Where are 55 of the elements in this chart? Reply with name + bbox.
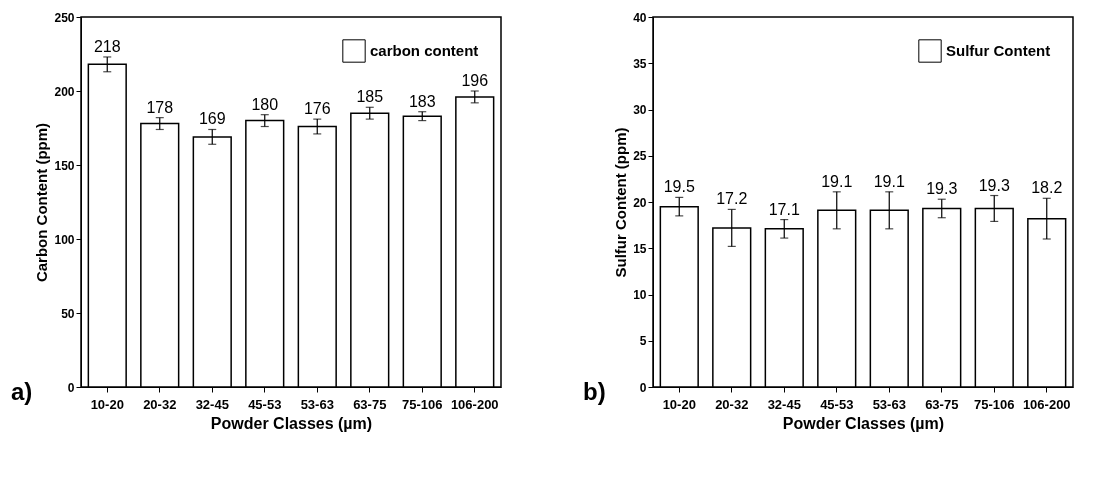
x-tick-label: 32-45: [767, 396, 801, 412]
x-tick-label: 63-75: [925, 396, 959, 412]
y-tick-label: 25: [633, 149, 647, 164]
y-tick-label: 200: [54, 84, 75, 99]
x-tick-label: 20-32: [143, 396, 177, 412]
x-tick-label: 45-53: [820, 396, 854, 412]
y-tick-label: 35: [633, 56, 647, 71]
x-tick-label: 106-200: [1022, 396, 1071, 412]
y-tick-label: 40: [633, 10, 647, 25]
y-tick-label: 50: [61, 306, 75, 321]
legend-label: carbon content: [370, 42, 479, 59]
y-tick-label: 0: [639, 380, 647, 395]
x-tick-label: 106-200: [450, 396, 499, 412]
x-tick-label: 53-63: [300, 396, 334, 412]
x-axis-title: Powder Classes (µm): [210, 414, 373, 432]
legend-label: Sulfur Content: [946, 42, 1051, 59]
x-tick-label: 20-32: [715, 396, 749, 412]
y-tick-label: 20: [633, 195, 647, 210]
x-tick-label: 10-20: [662, 396, 696, 412]
y-tick-label: 150: [54, 158, 75, 173]
data-label: 19.5: [663, 178, 695, 196]
x-tick-label: 32-45: [195, 396, 229, 412]
data-label: 183: [408, 92, 436, 110]
y-axis-title: Carbon Content (ppm): [33, 122, 51, 283]
data-label: 176: [303, 100, 331, 118]
x-tick-label: 45-53: [248, 396, 282, 412]
y-tick-label: 250: [54, 10, 75, 25]
data-label: 19.3: [926, 180, 958, 198]
data-label: 180: [251, 95, 279, 113]
y-tick-label: 0: [67, 380, 75, 395]
data-label: 17.2: [716, 190, 748, 208]
data-label: 178: [146, 98, 174, 116]
data-label: 185: [356, 88, 384, 106]
x-tick-label: 75-106: [402, 396, 443, 412]
text: a): [11, 378, 33, 405]
x-tick-label: 75-106: [974, 396, 1015, 412]
y-tick-label: 5: [639, 334, 647, 349]
y-tick-label: 15: [633, 241, 647, 256]
x-axis-title: Powder Classes (µm): [782, 414, 945, 432]
y-tick-label: 100: [54, 232, 75, 247]
data-label: 19.3: [978, 176, 1010, 194]
data-label: 17.1: [768, 200, 800, 218]
y-tick-label: 30: [633, 103, 647, 117]
y-axis-title: Sulfur Content (ppm): [612, 127, 630, 278]
data-label: 19.1: [821, 172, 853, 190]
x-tick-label: 10-20: [90, 396, 124, 412]
data-label: 218: [93, 37, 121, 55]
x-tick-label: 63-75: [353, 396, 387, 412]
x-tick-label: 53-63: [872, 396, 906, 412]
data-label: 169: [198, 110, 226, 128]
data-label: 196: [461, 72, 489, 89]
text: b): [583, 378, 606, 405]
y-tick-label: 10: [633, 288, 647, 302]
data-label: 19.1: [873, 172, 905, 190]
data-label: 18.2: [1031, 179, 1063, 197]
